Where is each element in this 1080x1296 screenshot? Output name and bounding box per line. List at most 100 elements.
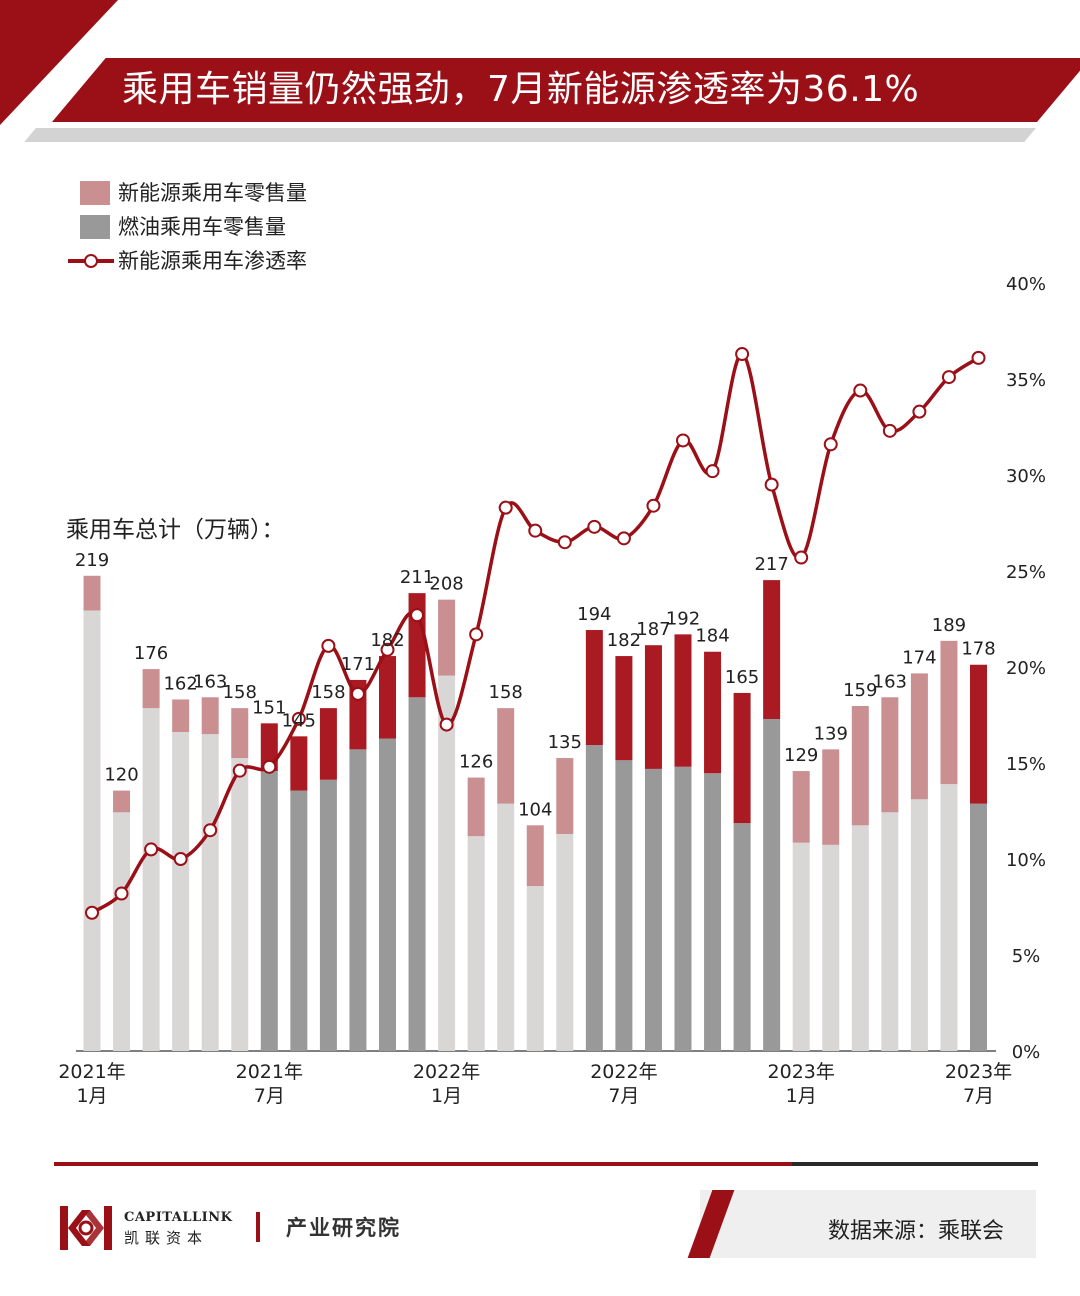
bar-ice (792, 842, 810, 1051)
bar-nev (83, 575, 101, 611)
bar-total-label: 151 (252, 697, 286, 718)
penetration-point (203, 823, 218, 838)
bar-total-label: 217 (754, 554, 788, 575)
bar-total-label: 126 (459, 752, 493, 773)
penetration-point (764, 477, 779, 492)
penetration-point (853, 383, 868, 398)
brand-name: CAPITALLINK 凯联资本 (124, 1210, 232, 1248)
bar-ice (319, 779, 337, 1051)
capitallink-logo-icon (60, 1206, 112, 1250)
bar-ice (851, 825, 869, 1051)
legend-label-ice: 燃油乘用车零售量 (118, 215, 286, 239)
bar-total-label: 165 (725, 667, 759, 688)
bar-nev (851, 705, 869, 826)
bar-ice (260, 771, 278, 1051)
bar-total-label: 192 (666, 608, 700, 629)
y2-tick-label: 15% (1006, 754, 1046, 775)
y2-tick-label: 20% (1006, 658, 1046, 679)
bar-nev (172, 699, 190, 733)
penetration-point (85, 905, 99, 920)
bar-total-label: 189 (932, 615, 966, 636)
x-tick-label-year: 2023年 (945, 1061, 1012, 1083)
bar-ice (438, 675, 456, 1051)
penetration-point (144, 842, 159, 857)
bar-total-label: 158 (223, 682, 257, 703)
bar-total-label: 159 (843, 680, 877, 701)
bar-total-label: 211 (400, 567, 434, 588)
legend-swatch-ice (80, 215, 110, 239)
penetration-point (676, 433, 690, 448)
penetration-point (941, 370, 956, 385)
brand-name-en: CAPITALLINK (124, 1210, 233, 1225)
penetration-point (469, 627, 484, 642)
bar-nev (497, 708, 515, 804)
penetration-point (350, 686, 365, 701)
bar-nev (260, 723, 278, 772)
penetration-point (528, 523, 543, 538)
bar-nev (910, 673, 928, 800)
y2-tick-label: 30% (1006, 466, 1046, 487)
bar-total-label: 219 (75, 550, 109, 571)
penetration-point (173, 852, 188, 866)
bar-ice (763, 718, 781, 1051)
x-tick-label-year: 2021年 (236, 1061, 303, 1083)
bar-ice (231, 758, 249, 1051)
x-tick-label-month: 7月 (963, 1085, 994, 1107)
bar-ice (910, 799, 928, 1051)
bar-nev (231, 708, 249, 759)
bar-ice (497, 803, 515, 1051)
bar-ice (113, 812, 131, 1051)
y2-tick-label: 40% (1006, 274, 1046, 295)
bar-total-label: 104 (518, 799, 552, 820)
bar-total-label: 184 (695, 626, 729, 647)
x-tick-label-year: 2021年 (58, 1061, 125, 1083)
bar-ice (881, 812, 899, 1051)
y2-tick-label: 25% (1006, 562, 1046, 583)
x-tick-label-year: 2022年 (590, 1061, 657, 1083)
bar-ice (142, 708, 160, 1051)
y2-tick-label: 10% (1006, 850, 1046, 871)
bar-nev (113, 790, 131, 813)
bar-ice (615, 760, 633, 1051)
page-title: 乘用车销量仍然强劲，7月新能源渗透率为36.1% (122, 69, 920, 110)
penetration-point (557, 535, 572, 550)
penetration-point (498, 500, 513, 515)
bar-total-label: 176 (134, 643, 168, 664)
bar-total-label: 208 (429, 574, 463, 595)
bar-nev (644, 645, 662, 769)
bar-total-label: 162 (163, 673, 197, 694)
bar-ice (585, 745, 603, 1051)
bar-nev (526, 825, 544, 887)
brand-name-cn: 凯联资本 (124, 1229, 209, 1247)
bar-ice (379, 738, 396, 1051)
data-source: 数据来源：乘联会 (828, 1219, 1005, 1244)
x-tick-label-month: 7月 (254, 1085, 285, 1107)
penetration-point (410, 608, 425, 623)
penetration-point (114, 886, 129, 901)
bar-nev (585, 630, 603, 746)
x-tick-label-year: 2022年 (413, 1061, 480, 1083)
bar-total-label: 120 (104, 765, 138, 786)
bar-total-label: 158 (489, 682, 523, 703)
bar-ice (467, 836, 485, 1051)
bar-ice (408, 697, 426, 1051)
bar-ice (644, 768, 662, 1051)
penetration-point (971, 350, 986, 365)
bar-ice (674, 766, 692, 1051)
y2-tick-label: 5% (1012, 946, 1041, 967)
y-axis-title: 乘用车总计（万辆）： (66, 517, 285, 543)
bar-nev (970, 664, 987, 804)
bar-nev (822, 749, 840, 845)
bar-nev (940, 640, 958, 785)
source-box (700, 1190, 1036, 1258)
penetration-point (823, 437, 838, 452)
x-tick-label-month: 1月 (76, 1085, 107, 1107)
penetration-point (321, 638, 336, 653)
bar-ice (526, 886, 544, 1051)
penetration-point (912, 404, 927, 419)
bar-total-label: 194 (577, 604, 611, 625)
bar-nev (556, 758, 574, 834)
bar-nev (438, 599, 456, 676)
bar-nev (319, 708, 337, 780)
bar-nev (792, 771, 810, 843)
